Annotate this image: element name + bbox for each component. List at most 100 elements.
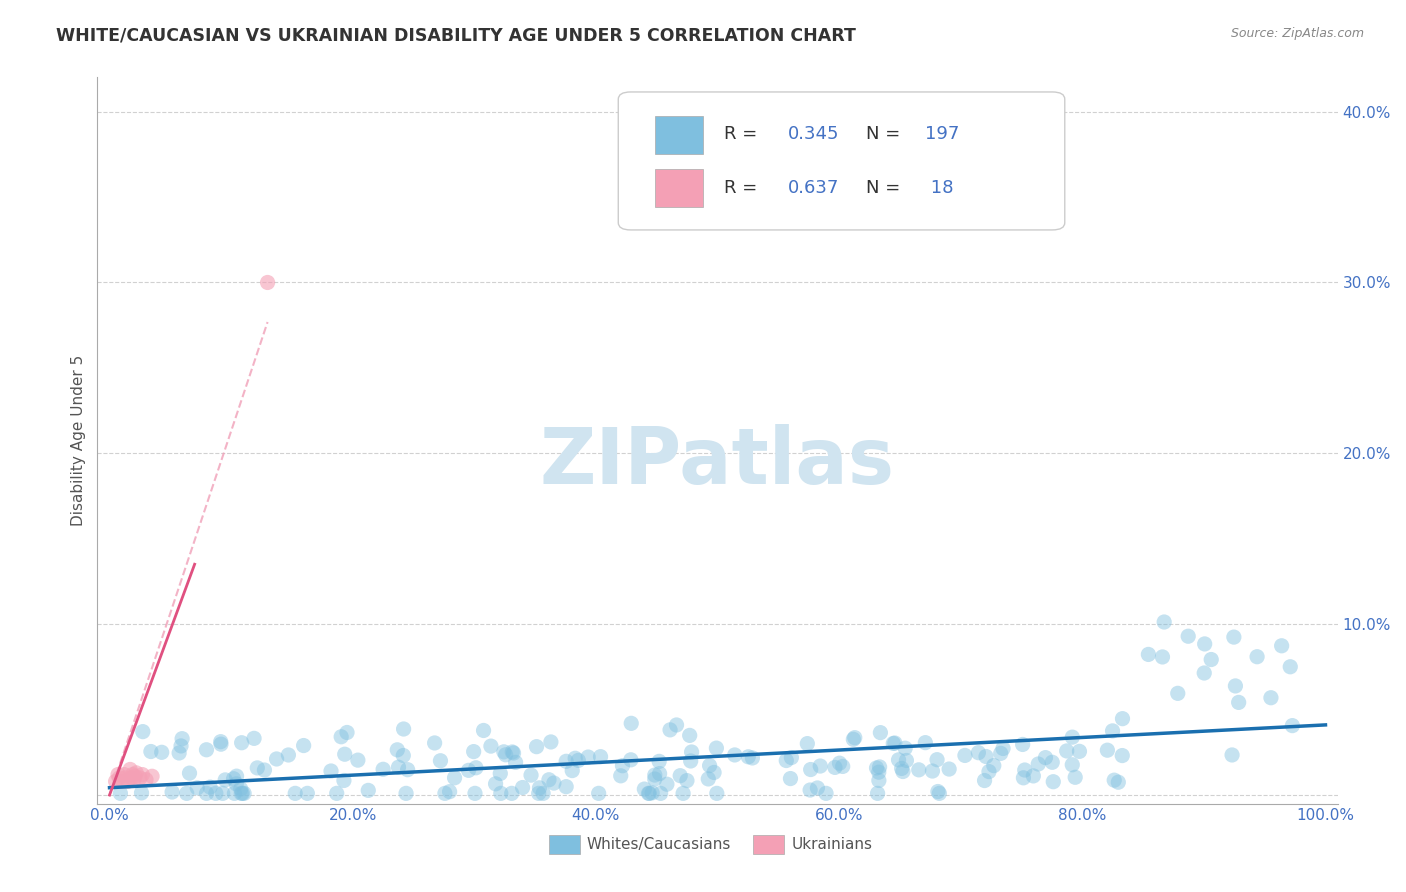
Point: [648, 755, 671, 769]
Point: [1012, 771, 1035, 785]
Point: [983, 758, 1005, 772]
Point: [284, 786, 307, 800]
Point: [1040, 756, 1063, 770]
Point: [681, 745, 703, 759]
Point: [253, 763, 276, 777]
Point: [395, 786, 418, 800]
Point: [842, 732, 865, 747]
Text: Source: ZipAtlas.com: Source: ZipAtlas.com: [1230, 27, 1364, 40]
Point: [529, 780, 551, 795]
Point: [209, 737, 232, 751]
Point: [495, 747, 517, 762]
Point: [195, 786, 218, 800]
Point: [1035, 750, 1057, 764]
Point: [907, 763, 929, 777]
Point: [141, 769, 163, 783]
Point: [775, 754, 797, 768]
Point: [697, 772, 720, 786]
Point: [1062, 757, 1084, 772]
Point: [796, 737, 818, 751]
Point: [1062, 730, 1084, 744]
Point: [1042, 774, 1064, 789]
Point: [387, 743, 409, 757]
Text: Whites/Caucasians: Whites/Caucasians: [586, 838, 731, 852]
Point: [176, 786, 198, 800]
Point: [564, 751, 586, 765]
Text: R =: R =: [724, 178, 762, 197]
Point: [808, 759, 831, 773]
Point: [224, 786, 246, 800]
Point: [1220, 747, 1243, 762]
Point: [1056, 744, 1078, 758]
Point: [799, 783, 821, 797]
Point: [672, 786, 695, 800]
Point: [229, 781, 252, 796]
Point: [974, 749, 997, 764]
Point: [1225, 679, 1247, 693]
Point: [894, 741, 917, 756]
Point: [824, 760, 846, 774]
Point: [679, 754, 702, 768]
Point: [650, 786, 672, 800]
Point: [243, 731, 266, 746]
Text: 18: 18: [925, 178, 953, 197]
Point: [588, 786, 610, 800]
Point: [108, 771, 131, 785]
Point: [927, 784, 949, 798]
Point: [1227, 695, 1250, 709]
Point: [815, 786, 838, 800]
Point: [914, 736, 936, 750]
Point: [121, 767, 143, 781]
Point: [214, 772, 236, 787]
Text: 0.345: 0.345: [789, 125, 839, 143]
Point: [887, 753, 910, 767]
Point: [868, 765, 890, 780]
Point: [1192, 665, 1215, 680]
Text: N =: N =: [866, 125, 907, 143]
Point: [198, 780, 221, 794]
Point: [669, 769, 692, 783]
Point: [111, 774, 134, 789]
Point: [439, 785, 461, 799]
Point: [938, 762, 960, 776]
Point: [132, 724, 155, 739]
Point: [172, 731, 194, 746]
Point: [1271, 639, 1294, 653]
FancyBboxPatch shape: [655, 169, 703, 207]
Point: [110, 786, 132, 800]
Point: [589, 749, 612, 764]
Point: [463, 745, 485, 759]
Point: [186, 780, 208, 795]
Point: [277, 747, 299, 762]
Point: [676, 773, 699, 788]
Point: [139, 745, 162, 759]
Text: 197: 197: [925, 125, 959, 143]
Point: [1281, 718, 1303, 732]
Point: [567, 753, 589, 767]
Point: [977, 764, 1000, 779]
Point: [555, 754, 578, 768]
Point: [699, 758, 721, 772]
Point: [991, 741, 1014, 756]
Point: [561, 764, 583, 778]
Text: ZIPatlas: ZIPatlas: [540, 425, 896, 500]
Point: [866, 786, 889, 800]
Point: [1199, 652, 1222, 666]
Point: [231, 736, 253, 750]
Point: [1107, 775, 1129, 789]
Point: [706, 786, 728, 800]
Point: [869, 760, 891, 774]
Point: [1177, 629, 1199, 643]
Point: [891, 764, 914, 779]
Point: [131, 786, 153, 800]
Point: [233, 786, 256, 800]
Text: N =: N =: [866, 178, 907, 197]
Point: [114, 771, 136, 785]
Point: [297, 786, 319, 800]
Point: [883, 736, 905, 750]
Point: [501, 745, 523, 759]
Point: [211, 786, 233, 800]
Point: [828, 756, 851, 771]
Point: [104, 774, 127, 789]
Point: [222, 772, 245, 786]
